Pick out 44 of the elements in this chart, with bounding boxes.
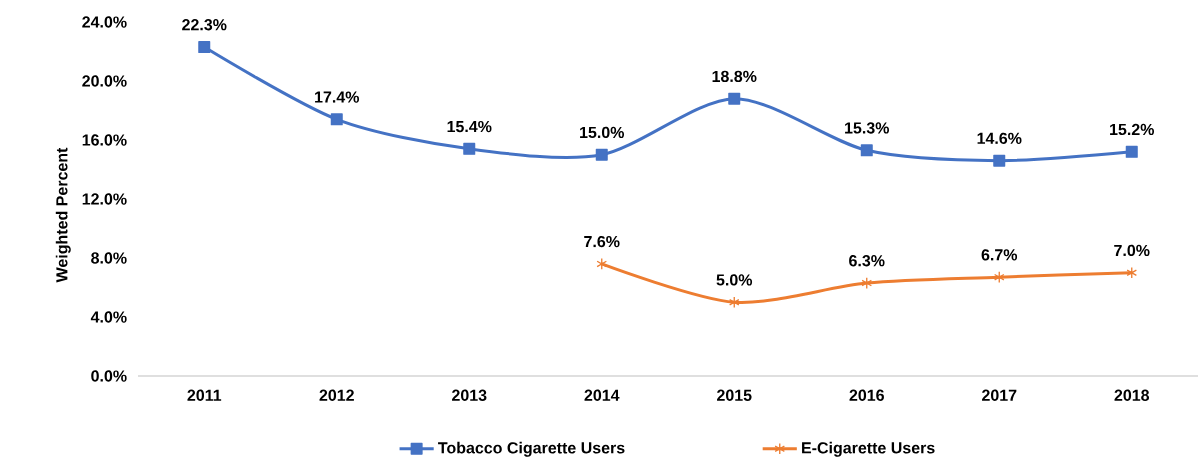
data-label: 15.4% xyxy=(447,120,492,133)
x-tick-label: 2013 xyxy=(452,389,487,401)
data-label: 15.2% xyxy=(1110,123,1155,136)
x-tick-label: 2011 xyxy=(187,389,222,401)
y-axis-title: Weighted Percent xyxy=(55,147,71,283)
point xyxy=(595,148,608,161)
y-tick-label: 12.0% xyxy=(82,193,127,205)
x-tick-label: 2017 xyxy=(982,389,1017,401)
x-tick-label: 2012 xyxy=(319,389,354,401)
data-label: 7.0% xyxy=(1114,244,1150,257)
x-tick-label: 2015 xyxy=(717,389,752,401)
point xyxy=(1125,145,1138,158)
data-label: 22.3% xyxy=(182,19,227,31)
legend-label: Tobacco Cigarette Users xyxy=(438,441,625,457)
data-label: 15.3% xyxy=(845,122,890,134)
legend-label: E-Cigarette Users xyxy=(802,441,935,457)
point xyxy=(1126,266,1138,279)
y-tick-label: 20.0% xyxy=(82,75,127,87)
y-tick-label: 24.0% xyxy=(82,16,127,28)
data-label: 6.3% xyxy=(849,255,885,267)
point xyxy=(463,142,476,155)
x-tick-label: 2016 xyxy=(849,389,884,401)
point xyxy=(330,113,343,126)
point xyxy=(860,144,873,157)
data-label: 17.4% xyxy=(315,91,360,103)
y-tick-label: 0.0% xyxy=(91,370,127,382)
point xyxy=(993,154,1006,167)
x-tick-label: 2014 xyxy=(584,389,620,401)
y-tick-label: 8.0% xyxy=(91,252,127,264)
point xyxy=(993,271,1005,284)
data-label: 14.6% xyxy=(977,132,1022,144)
y-tick-label: 16.0% xyxy=(82,134,127,146)
data-label: 7.6% xyxy=(584,235,620,248)
point xyxy=(861,277,873,290)
data-label: 5.0% xyxy=(716,274,753,286)
point xyxy=(728,296,740,309)
data-label: 15.0% xyxy=(580,126,625,139)
data-label: 6.7% xyxy=(981,249,1018,261)
point xyxy=(728,92,741,105)
point xyxy=(596,257,608,270)
y-tick-label: 4.0% xyxy=(90,311,127,323)
data-label: 18.8% xyxy=(712,70,757,83)
point xyxy=(198,41,211,54)
x-tick-label: 2018 xyxy=(1114,389,1150,401)
